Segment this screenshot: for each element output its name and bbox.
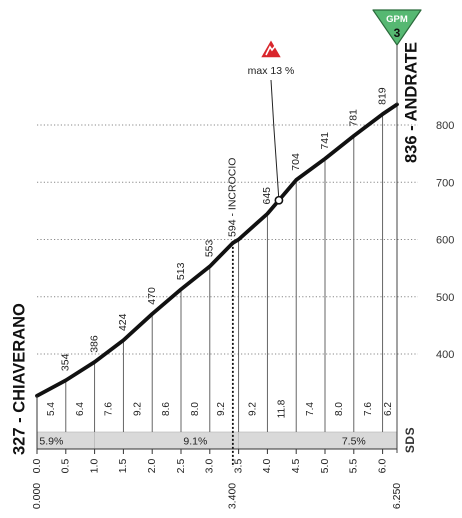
x-tick-label-12: 6.0 [376,459,388,474]
avg-band-2 [238,431,398,450]
max-gradient-point [274,195,284,205]
elevation-label-10: 819 [376,87,388,105]
segment-gradient-6: 9.2 [216,402,227,416]
segment-gradient-9: 7.4 [305,402,316,416]
max-gradient-leader [270,79,280,201]
start-place-label: 327 - CHIAVERANO [10,303,28,455]
x-tick-label-0: 0.0 [31,459,43,474]
warning-icon [259,38,283,59]
y-tick-label-0: 400 [436,349,454,361]
elevation-label-5: 553 [204,239,216,257]
y-tick-label-3: 700 [436,177,454,189]
elevation-profile-line [35,102,399,398]
warning-slope-glyph [265,44,277,56]
x-tick-label-9: 4.5 [290,459,302,474]
segment-gradient-1: 6.4 [75,402,86,416]
distance-mark-0: 0.000 [31,483,43,509]
sds-logo: SDS [403,427,417,453]
segment-gradient-0: 5.4 [46,402,57,416]
x-tick-label-5: 2.5 [175,459,187,474]
elevation-label-3: 470 [146,287,158,305]
profile-layer [35,102,399,398]
km-stems [65,104,398,467]
avg-band-label-2: 7.5% [342,436,366,448]
intermediate-label: 594 - INCROCIO [227,158,239,237]
x-tick-label-7: 3.5 [232,459,244,474]
avg-band-1 [94,431,239,450]
max-gradient-label: max 13 % [248,65,295,77]
x-tick-label-1: 0.5 [60,459,72,474]
segment-gradient-8: 11.8 [276,399,287,418]
y-tick-label-4: 800 [436,120,454,132]
segment-gradient-10: 8.0 [334,402,345,416]
elevation-label-7: 704 [290,153,302,171]
x-tick-label-11: 5.5 [348,459,360,474]
avg-band-label-0: 5.9% [39,436,63,448]
elevation-label-8: 741 [319,132,331,150]
gpm-badge-title: GPM [386,14,408,25]
finish-place-label: 836 - ANDRATE [402,42,420,163]
axis-layer: 400 500 600 700 800 0.0 0.5 1.0 1.5 2.0 2.5 3.0 3.5 4… [31,120,455,509]
x-tick-label-4: 2.0 [146,459,158,474]
distance-mark-1: 3.400 [227,483,239,509]
segment-gradient-11: 7.6 [363,402,374,416]
x-tick-label-2: 1.0 [88,459,100,474]
elevation-label-1: 386 [88,335,100,353]
x-tick-label-10: 5.0 [319,459,331,474]
y-tick-label-2: 600 [436,235,454,247]
elevation-label-0: 354 [60,353,72,371]
x-tick-label-8: 4.0 [261,459,273,474]
segment-gradient-2: 7.6 [104,402,115,416]
elevation-label-2: 424 [117,313,129,331]
gpm-badge-shape [372,9,422,46]
segment-gradient-7: 9.2 [248,402,259,416]
x-tick-label-6: 3.0 [204,459,216,474]
elevation-label-9: 781 [348,109,360,127]
distance-mark-2: 6.250 [391,483,403,509]
segment-gradient-4: 8.6 [161,402,172,416]
segment-gradient-5: 8.0 [190,402,201,416]
average-gradient-bands [36,431,398,450]
gpm-badge-category: 3 [394,26,401,40]
elevation-label-4: 513 [175,262,187,280]
segment-gradient-3: 9.2 [132,402,143,416]
y-tick-label-1: 500 [436,292,454,304]
label-layer: 5.9% 9.1% 7.5% 354 386 424 470 513 553 645 704 741 7… [10,42,420,455]
avg-band-label-1: 9.1% [183,436,207,448]
elevation-label-6: 645 [261,187,273,205]
x-tick-label-3: 1.5 [117,459,129,474]
segment-gradient-12: 6.2 [383,402,394,416]
grid-lines [37,124,418,355]
